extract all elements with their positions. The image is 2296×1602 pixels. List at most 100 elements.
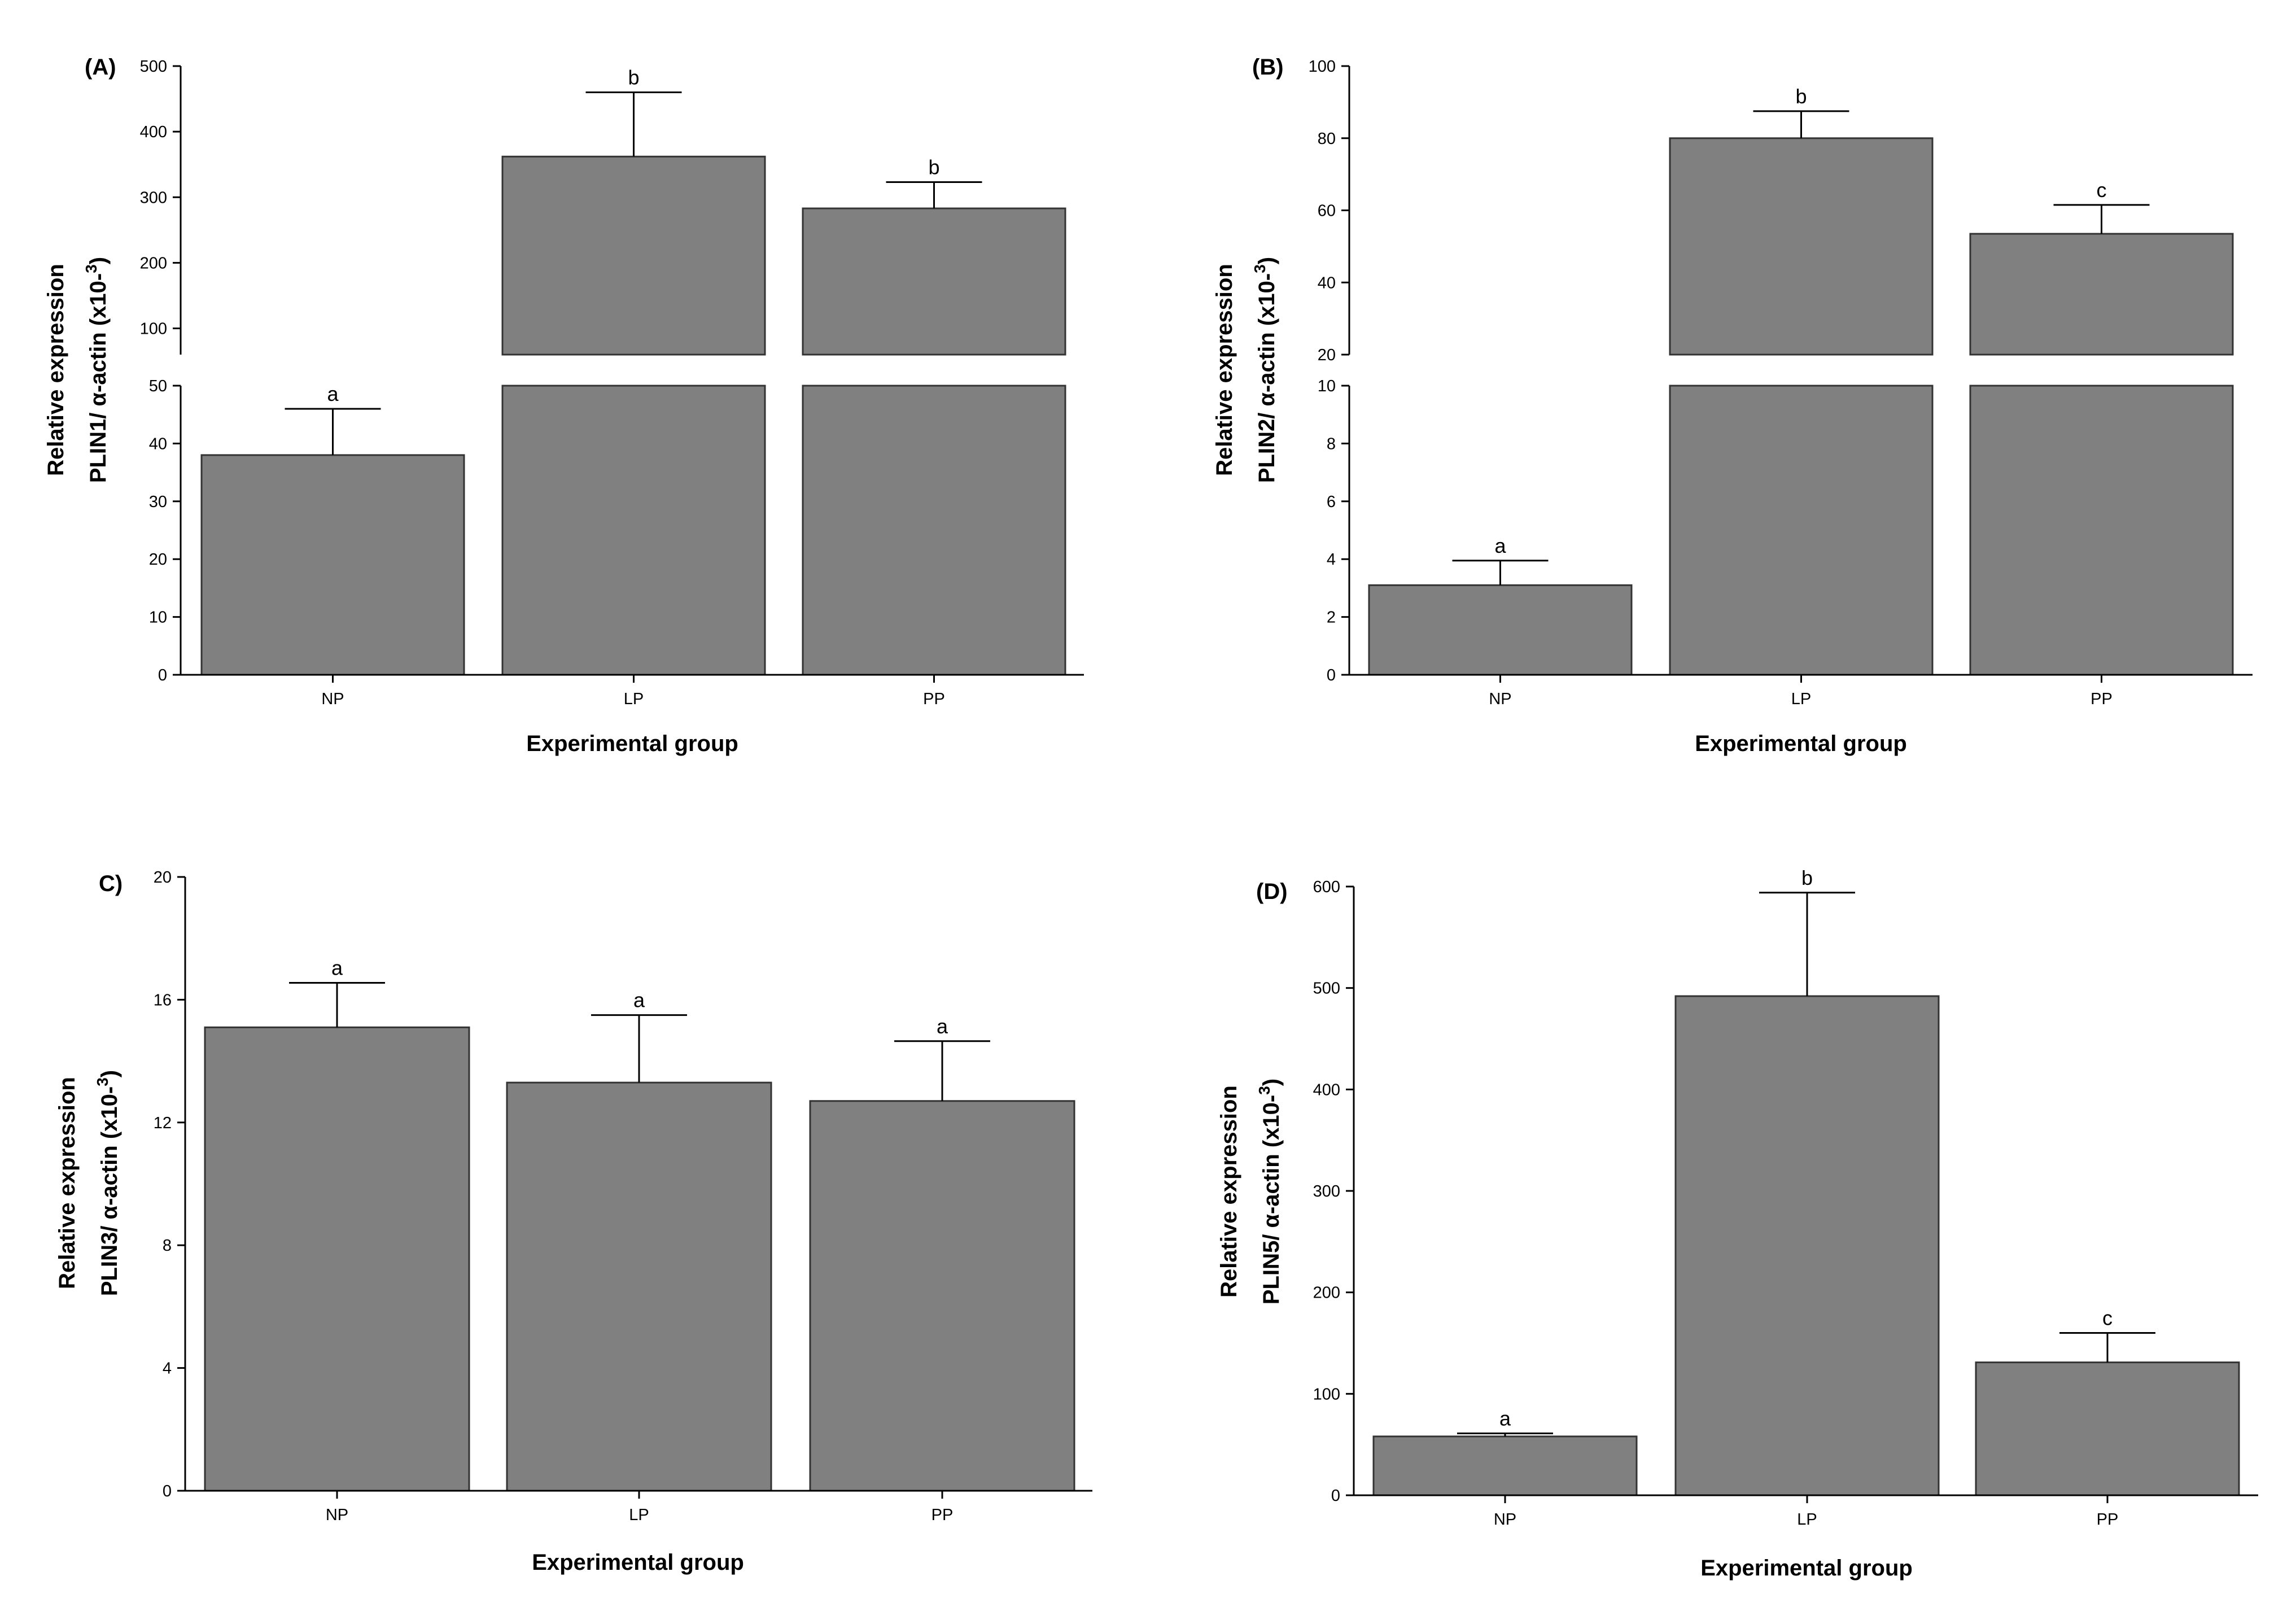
y-tick-label: 20 xyxy=(154,868,172,887)
y-tick-label: 16 xyxy=(154,991,172,1009)
category-label: NP xyxy=(1489,690,1511,708)
chart-panel-4: (D) Relative expression PLIN5/ α-actin (x1… xyxy=(1217,866,2258,1581)
y-axis-label-superscript: 3 xyxy=(1256,1086,1273,1095)
bar-lp-lower xyxy=(1669,385,1934,676)
category-label: PP xyxy=(2091,690,2113,708)
y-axis-label-line1: Relative expression xyxy=(43,264,68,476)
y-tick-label: 0 xyxy=(1327,666,1336,684)
bar-pp-upper xyxy=(802,207,1066,356)
y-axis-label-line1: Relative expression xyxy=(1212,264,1237,476)
significance-letter: a xyxy=(1494,534,1506,557)
bar-np xyxy=(200,454,465,676)
y-tick-label: 12 xyxy=(154,1114,172,1132)
bar-lp xyxy=(1674,995,1940,1496)
y-tick-label: 500 xyxy=(140,58,167,76)
y-tick-label: 8 xyxy=(1327,435,1336,453)
y-tick-label: 50 xyxy=(149,377,167,395)
significance-letter: c xyxy=(2102,1307,2113,1330)
bar-pp xyxy=(809,1100,1075,1492)
significance-letter: b xyxy=(928,156,939,179)
significance-letter: b xyxy=(1801,866,1813,889)
bar-lp-upper xyxy=(501,155,766,356)
y-axis-label-close: ) xyxy=(97,1070,122,1077)
y-tick-label: 30 xyxy=(149,493,167,511)
y-axis-label-line1: Relative expression xyxy=(1217,1085,1241,1298)
significance-letter: a xyxy=(1499,1407,1511,1430)
bar-np xyxy=(204,1026,470,1492)
bar-lp-upper xyxy=(1669,137,1934,356)
bar-pp-upper xyxy=(1969,233,2234,356)
y-tick-label: 500 xyxy=(1313,980,1340,998)
y-axis-label-superscript: 3 xyxy=(94,1077,111,1086)
x-axis-label: Experimental group xyxy=(1700,1556,1913,1581)
y-axis-label-line2: PLIN2/ α-actin (x10-3) xyxy=(1251,257,1279,483)
y-axis-label-superscript: 3 xyxy=(82,264,100,273)
y-tick-label: 2 xyxy=(1327,609,1336,627)
x-axis-label: Experimental group xyxy=(532,1550,744,1575)
y-tick-label: 40 xyxy=(1318,274,1336,292)
y-axis-label-line2: PLIN3/ α-actin (x10-3) xyxy=(94,1070,122,1296)
bar-pp-lower xyxy=(802,385,1066,676)
category-label: NP xyxy=(321,690,344,708)
category-label: PP xyxy=(931,1506,954,1524)
y-axis-label-text: PLIN2/ α-actin (x10- xyxy=(1254,273,1279,483)
y-tick-label: 6 xyxy=(1327,493,1336,511)
panel-label: C) xyxy=(99,871,123,896)
bar-pp-lower xyxy=(1969,385,2234,676)
y-tick-label: 0 xyxy=(163,1482,172,1500)
y-tick-label: 400 xyxy=(140,123,167,141)
y-tick-label: 200 xyxy=(140,254,167,272)
y-tick-label: 40 xyxy=(149,435,167,453)
chart-panel-2: (B) Relative expression PLIN2/ α-actin (x1… xyxy=(1212,55,2253,756)
y-tick-label: 200 xyxy=(1313,1284,1340,1302)
bar-pp xyxy=(1975,1361,2240,1496)
y-axis-label-text: PLIN1/ α-actin (x10- xyxy=(86,273,111,483)
category-label: NP xyxy=(326,1506,348,1524)
y-tick-label: 4 xyxy=(163,1360,172,1378)
y-tick-label: 0 xyxy=(158,666,167,684)
y-axis-label-line2: PLIN5/ α-actin (x10-3) xyxy=(1256,1079,1284,1304)
y-axis-label-superscript: 3 xyxy=(1251,264,1269,273)
bar-lp xyxy=(506,1081,772,1492)
y-tick-label: 20 xyxy=(1318,346,1336,364)
significance-letter: a xyxy=(327,382,339,405)
panel-label: (B) xyxy=(1252,55,1284,80)
y-tick-label: 8 xyxy=(163,1237,172,1255)
significance-letter: a xyxy=(633,989,645,1012)
y-axis-label-close: ) xyxy=(1259,1079,1284,1086)
chart-panel-1: (A) Relative expression PLIN1/ α-actin (x1… xyxy=(43,55,1084,756)
category-label: LP xyxy=(1791,690,1811,708)
y-axis-label-line2: PLIN1/ α-actin (x10-3) xyxy=(82,257,111,483)
y-tick-label: 80 xyxy=(1318,130,1336,148)
category-label: PP xyxy=(2097,1511,2119,1529)
significance-letter: b xyxy=(628,66,639,89)
y-tick-label: 20 xyxy=(149,551,167,569)
y-axis-label-close: ) xyxy=(86,257,111,264)
category-label: PP xyxy=(923,690,945,708)
y-tick-label: 0 xyxy=(1331,1487,1340,1505)
y-tick-label: 10 xyxy=(149,609,167,627)
x-axis-label: Experimental group xyxy=(526,731,738,756)
y-tick-label: 100 xyxy=(1309,58,1336,76)
panel-label: (A) xyxy=(85,55,116,80)
y-axis-label-close: ) xyxy=(1254,257,1279,264)
bar-np xyxy=(1368,584,1633,676)
panel-label: (D) xyxy=(1256,879,1288,904)
y-tick-label: 100 xyxy=(140,320,167,338)
y-axis-label-line1: Relative expression xyxy=(55,1077,80,1289)
category-label: NP xyxy=(1494,1511,1516,1529)
significance-letter: a xyxy=(937,1015,948,1038)
category-label: LP xyxy=(1797,1511,1817,1529)
y-tick-label: 4 xyxy=(1327,551,1336,569)
significance-letter: a xyxy=(331,957,343,980)
category-label: LP xyxy=(624,690,644,708)
y-tick-label: 600 xyxy=(1313,878,1340,896)
y-axis-label-text: PLIN3/ α-actin (x10- xyxy=(97,1086,122,1296)
bar-np xyxy=(1372,1435,1638,1496)
y-tick-label: 300 xyxy=(140,189,167,207)
significance-letter: c xyxy=(2097,178,2107,202)
chart-panel-3: C) Relative expression PLIN3/ α-actin (x10… xyxy=(55,868,1092,1575)
category-label: LP xyxy=(629,1506,649,1524)
y-tick-label: 60 xyxy=(1318,202,1336,220)
